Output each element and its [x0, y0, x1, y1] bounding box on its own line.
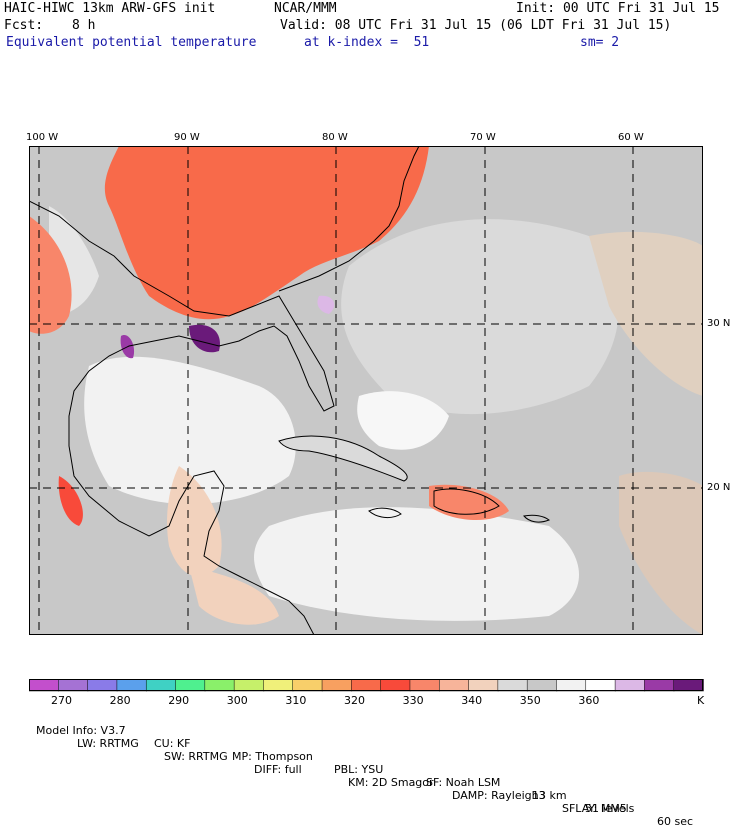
us-warm-region: [104, 146, 430, 320]
atlantic-light-region: [341, 219, 619, 415]
colorbar-swatch: [556, 679, 587, 692]
coastline: [29, 200, 335, 635]
footer-sw: SW: RRTMG: [164, 750, 228, 763]
colorbar-swatch: [673, 679, 704, 692]
colorbar-swatch: [292, 679, 323, 692]
hispaniola-outline: [433, 488, 500, 515]
jamaica-outline: [368, 507, 402, 519]
southeast-tan-region: [619, 471, 703, 635]
lon-label-60w: 60 W: [618, 132, 644, 143]
footer-damp: DAMP: Rayleigh3: [452, 789, 546, 802]
colorbar-tick-label: 280: [109, 694, 131, 707]
graticule: [29, 146, 703, 635]
colorbar-swatch: [29, 679, 60, 692]
colorbar-swatch: [409, 679, 441, 692]
lon-label-100w: 100 W: [26, 132, 59, 143]
map-frame: [29, 146, 703, 635]
colorbar-swatch: [585, 679, 616, 692]
colorbar-swatches: [29, 679, 704, 692]
colorbar-swatch: [263, 679, 294, 692]
colorbar: [29, 679, 704, 692]
footer-diff: DIFF: full: [254, 763, 302, 776]
colorbar-tick-label: 270: [51, 694, 72, 707]
footer-model-info: Model Info: V3.7: [36, 724, 126, 737]
footer-sf: SF: Noah LSM: [426, 776, 501, 789]
central-america-tan: [189, 566, 279, 625]
yucatan-tan-region: [167, 466, 222, 577]
colorbar-tick-label: 290: [168, 694, 190, 707]
model-title: HAIC-HIWC 13km ARW-GFS init: [4, 1, 216, 16]
colorbar-swatch: [87, 679, 118, 692]
east-tan-region: [589, 231, 703, 396]
colorbar-swatch: [644, 679, 675, 692]
cuba-outline: [278, 435, 408, 482]
colorbar-swatch: [175, 679, 206, 692]
init-time: Init: 00 UTC Fri 31 Jul 15: [516, 1, 720, 16]
colorbar-swatch: [321, 679, 353, 692]
lon-label-90w: 90 W: [174, 132, 200, 143]
gulf-light-region: [84, 356, 296, 505]
footer-timestep: 60 sec: [657, 815, 694, 828]
colorbar-tick-label: 340: [461, 694, 483, 707]
lon-label-80w: 80 W: [322, 132, 348, 143]
colorbar-swatch: [351, 679, 382, 692]
east-coastline: [278, 146, 420, 292]
lat-label-30n: 30 N: [707, 318, 731, 329]
colorbar-swatch: [526, 679, 558, 692]
level-label: at k-index = 51: [304, 35, 430, 50]
colorbar-swatch: [58, 679, 89, 692]
bahamas-light-region: [357, 391, 449, 450]
forecast-hour: 8 h: [72, 18, 96, 33]
field-name: Equivalent potential temperature: [6, 35, 257, 50]
colorbar-swatch: [439, 679, 470, 692]
colorbar-swatch: [145, 679, 177, 692]
footer-km: KM: 2D Smagor: [348, 776, 434, 789]
forecast-label: Fcst:: [4, 18, 44, 33]
footer-lw: LW: RRTMG: [77, 737, 139, 750]
theta-e-map: [29, 146, 703, 635]
texas-warm-region: [29, 216, 72, 334]
org-label: NCAR/MMM: [274, 1, 337, 16]
florida-lavender-patch: [317, 295, 335, 314]
smoothing-label: sm= 2: [580, 35, 620, 50]
colorbar-swatch: [380, 679, 411, 692]
caribbean-light-region: [254, 507, 579, 621]
footer-pbl: PBL: YSU: [334, 763, 384, 776]
colorbar-tick-label: 300: [226, 694, 248, 707]
colorbar-tick-label: 360: [578, 694, 600, 707]
lon-label-70w: 70 W: [470, 132, 496, 143]
footer-line-2: LW: RRTMG SW: RRTMG DIFF: full KM: 2D Sm…: [70, 724, 627, 815]
colorbar-tick-label: 350: [519, 694, 541, 707]
colorbar-tick-label: 330: [402, 694, 424, 707]
colorbar-swatch: [116, 679, 147, 692]
puerto-rico-outline: [523, 514, 550, 523]
lat-label-20n: 20 N: [707, 482, 731, 493]
colorbar-swatch: [468, 679, 499, 692]
colorbar-tick-label: 310: [285, 694, 307, 707]
colorbar-unit: K: [697, 694, 705, 707]
footer-sflay: SFLAY: MM5: [562, 802, 627, 815]
gulf-purple-patch-east: [189, 324, 220, 353]
footer-mp: MP: Thompson: [232, 750, 313, 763]
valid-time: Valid: 08 UTC Fri 31 Jul 15 (06 LDT Fri …: [280, 18, 672, 33]
colorbar-swatch: [614, 679, 646, 692]
colorbar-swatch: [204, 679, 235, 692]
hispaniola-warm-region: [429, 484, 509, 521]
colorbar-swatch: [497, 679, 528, 692]
colorbar-frame: [29, 679, 703, 691]
colorbar-tick-label: 320: [344, 694, 365, 707]
footer-cu: CU: KF: [154, 737, 191, 750]
colorbar-swatch: [233, 679, 265, 692]
